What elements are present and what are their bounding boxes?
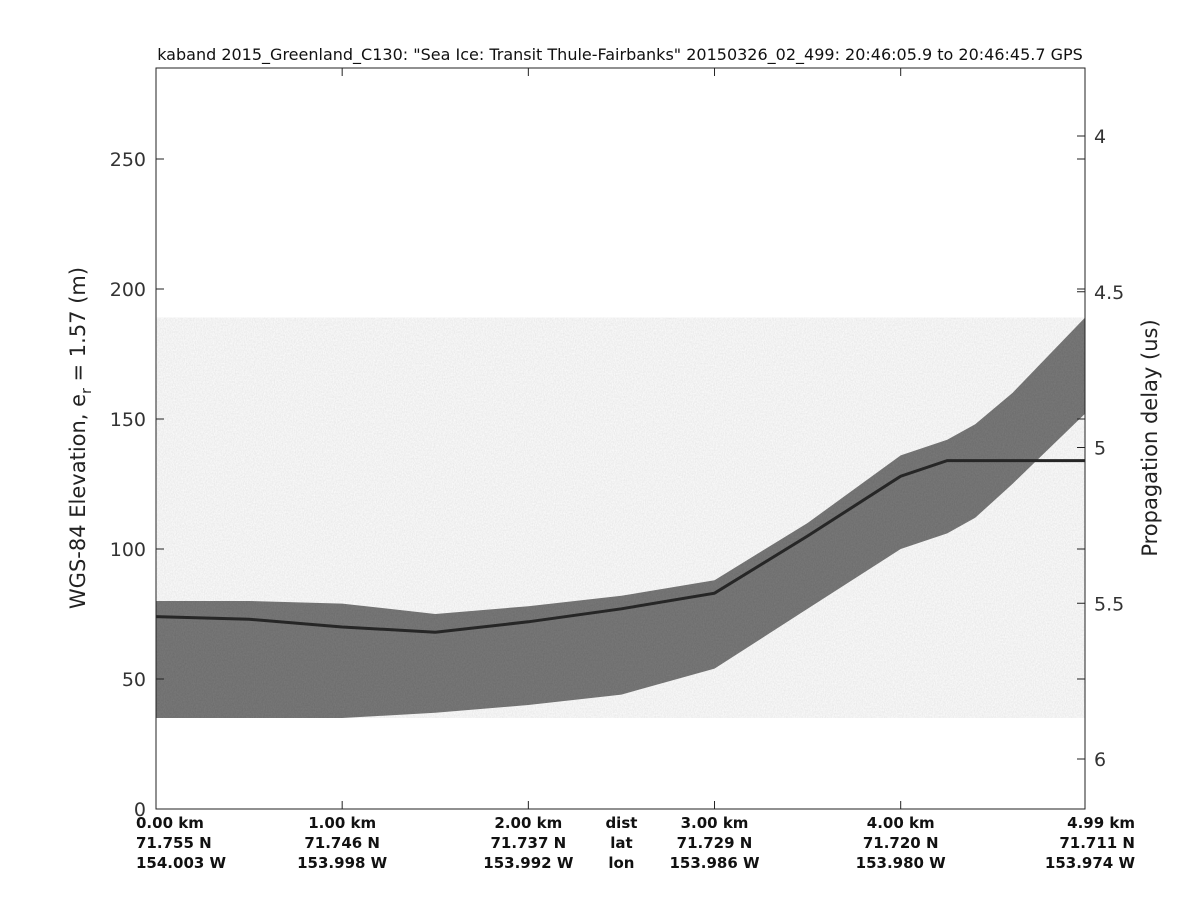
x-tick-label-dist: 2.00 km [494, 814, 562, 832]
y-tick-label-right: 5 [1094, 438, 1106, 460]
y-tick-label-left: 250 [110, 149, 146, 171]
x-tick-label-dist: 1.00 km [308, 814, 376, 832]
x-tick-label-lat: 71.729 N [677, 834, 753, 852]
x-tick-label-lat: 71.711 N [1059, 834, 1135, 852]
y-tick-label-right: 4 [1094, 126, 1106, 148]
plot-area [156, 317, 1085, 718]
x-tick-label-lon: 153.980 W [856, 854, 947, 872]
x-tick-label-dist: 3.00 km [681, 814, 749, 832]
y-tick-label-left: 50 [122, 669, 146, 691]
y-tick-label-right: 5.5 [1094, 593, 1124, 615]
x-tick-label-lon: 153.992 W [483, 854, 574, 872]
chart-title: kaband 2015_Greenland_C130: "Sea Ice: Tr… [157, 45, 1083, 65]
plot-frame [155, 67, 1086, 810]
y-axis-label-subscript: r [79, 388, 95, 394]
y-axis-label-right: Propagation delay (us) [1138, 319, 1162, 556]
x-tick-label-lon: 153.998 W [297, 854, 388, 872]
y-axis-right: 4 4.5 5 5.5 6 [1077, 126, 1124, 771]
x-tick-label-lat: 71.720 N [863, 834, 939, 852]
x-tick-label-dist: 4.99 km [1067, 814, 1135, 832]
x-tick-label-lat: 71.737 N [491, 834, 567, 852]
x-tick-label-lat: 71.755 N [136, 834, 212, 852]
surface-return-line [156, 459, 1085, 634]
x-tick-label-dist: 4.00 km [867, 814, 935, 832]
echo-band-noise [156, 317, 1085, 718]
x-tick-label-lat: 71.746 N [304, 834, 380, 852]
y-tick-label-right: 4.5 [1094, 282, 1124, 304]
x-row-caption-dist: dist [605, 814, 637, 832]
x-row-caption-lat: lat [610, 834, 632, 852]
y-axis-label-left: WGS-84 Elevation, er = 1.57 (m) [66, 267, 95, 609]
x-tick-label-lon: 154.003 W [136, 854, 227, 872]
y-tick-label-right: 6 [1094, 749, 1106, 771]
x-tick-label-dist: 0.00 km [136, 814, 204, 832]
y-tick-label-left: 0 [134, 799, 146, 821]
y-tick-label-left: 100 [110, 539, 146, 561]
y-axis-left: 0 50 100 150 200 250 [110, 149, 1085, 821]
y-tick-label-left: 150 [110, 409, 146, 431]
x-tick-label-lon: 153.974 W [1045, 854, 1136, 872]
y-tick-label-left: 200 [110, 279, 146, 301]
x-row-caption-lon: lon [608, 854, 634, 872]
x-axis: 0.00 km 71.755 N 154.003 W 1.00 km 71.746 N 1… [136, 68, 1135, 872]
x-tick-label-lon: 153.986 W [669, 854, 760, 872]
